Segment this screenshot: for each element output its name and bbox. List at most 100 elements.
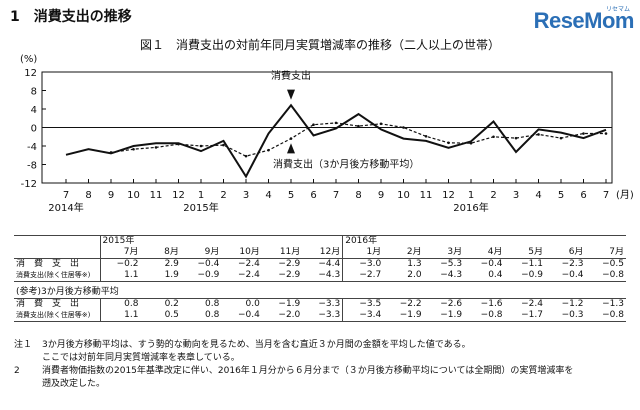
y-axis-label: (%) [20,54,37,65]
table-cell: 0.0 [221,297,262,310]
table-cell: −2.4 [504,297,545,310]
series-1-point [582,132,585,135]
note-key: 注１ [14,340,33,350]
y-tick-label: 4 [31,105,37,116]
note-line: 遡及改定した。 [42,379,106,389]
row-label: 消 費 支 出 [14,258,101,270]
series-1-point [357,124,360,128]
table-cell: −4.3 [423,270,465,282]
table-cell: −2.6 [423,297,465,310]
annotation-moving-average: 消費支出（3か月後方移動平均） [273,157,419,170]
x-tick-label: 2 [490,190,496,201]
row-label: 消費支出(除く住居等※) [14,270,101,282]
x-tick-label: 3 [243,190,249,201]
month-header: 7月 [585,247,626,259]
y-tick-label: -12 [21,179,37,190]
series-1-point [469,141,473,145]
table-cell: −1.7 [504,309,545,322]
x-tick-label: 10 [127,190,140,201]
year-header: 2015年 [100,235,344,247]
x-tick-label: 4 [265,190,271,201]
table-cell: −2.2 [383,297,424,310]
series-1-point [222,143,225,147]
month-header: 12月 [302,247,344,259]
reference-title: (参考)3か月後方移動平均 [16,287,119,297]
x-tick-label: 7 [333,190,339,201]
x-tick-label: 10 [397,190,410,201]
series-1-point [199,144,203,148]
month-header: 1月 [342,247,384,259]
series-line-1 [110,122,606,157]
note-body: 3か月後方移動平均は、すう勢的な動向を見るため、当月を含む直近３か月間の金額を平… [42,339,471,365]
table-cell: −0.4 [197,259,220,269]
row-label: 消 費 支 出 [14,297,101,310]
x-tick-label: 5 [558,190,564,201]
x-tick-label: 3 [513,190,519,201]
table-cell: −0.8 [585,309,626,322]
table-cell: −2.4 [221,270,262,282]
note-line: 3か月後方移動平均は、すう勢的な動向を見るため、当月を含む直近３か月間の金額を平… [42,340,471,350]
annotation-consumption: 消費支出 [271,69,311,82]
table-cell: 1.3 [407,259,422,269]
table-cell: −4.3 [302,270,344,282]
table-cell: 0.8 [180,309,222,322]
table-cell: −1.9 [261,297,303,310]
table-cell: −3.0 [359,259,382,269]
x-unit-label: (月) [616,189,634,201]
month-header: 3月 [423,247,465,259]
table-cell: 0.4 [464,270,505,282]
table-cell: 0.8 [180,297,222,310]
table-cell: −0.4 [480,259,503,269]
table-cell: −2.4 [237,259,260,269]
series-1-point [492,135,495,139]
series-1-point [267,148,270,152]
corner-cell [14,235,101,247]
table-cell: 2.0 [383,270,424,282]
series-1-point [334,121,338,125]
month-header: 10月 [221,247,262,259]
series-line-0 [65,103,607,179]
year-label: 2014年 [48,201,83,214]
table-cell: −2.3 [561,259,584,269]
series-1-point [424,134,428,138]
corner-cell [14,247,101,259]
table-cell: 0.2 [140,297,181,310]
series-1-point [537,133,540,136]
x-tick-label: 11 [150,190,163,201]
x-tick-label: 7 [603,190,609,201]
y-tick-label: -4 [27,142,37,153]
table-cell: −0.9 [504,270,545,282]
note-item: 2 消費者物価指数の2015年基準改定に伴い、2016年１月分から６月分まで（３か… [14,365,634,391]
table-cell: −0.5 [602,259,624,269]
table-cell: −2.9 [278,259,301,269]
month-header: 11月 [261,247,303,259]
month-header: 5月 [504,247,545,259]
series-1-point [312,123,315,127]
data-table: 2015年 2016年 7月 8月 9月 10月 11月 12月 1月 2月 3月 4月 5月 6月 7月消… [14,235,626,322]
resemom-logo: ReseMom [533,8,635,33]
table-cell: 1.1 [100,270,141,282]
x-tick-label: 7 [63,190,69,201]
x-tick-label: 6 [580,190,586,201]
month-header: 9月 [180,247,222,259]
x-tick-label: 1 [198,190,204,201]
series-1-point [447,141,450,145]
series-1-point [244,154,248,158]
x-tick-label: 9 [108,190,114,201]
series-1-point [379,122,383,126]
x-tick-label: 9 [378,190,384,201]
table-cell: −4.4 [302,258,344,270]
month-header: 7月 [100,247,141,259]
table-cell: 1.1 [100,309,141,322]
table-cell: −2.9 [261,270,303,282]
table-cell: −3.3 [302,297,344,310]
note-body: 消費者物価指数の2015年基準改定に伴い、2016年１月分から６月分まで（３か月… [42,365,573,391]
table-cell: 1.9 [140,270,181,282]
table-cell: −0.3 [544,309,586,322]
table-cell: −1.1 [521,259,543,269]
series-1-point [402,126,405,129]
table-cell: −1.6 [464,297,505,310]
table-cell: −0.4 [544,270,586,282]
table-cell: −3.3 [302,309,344,322]
